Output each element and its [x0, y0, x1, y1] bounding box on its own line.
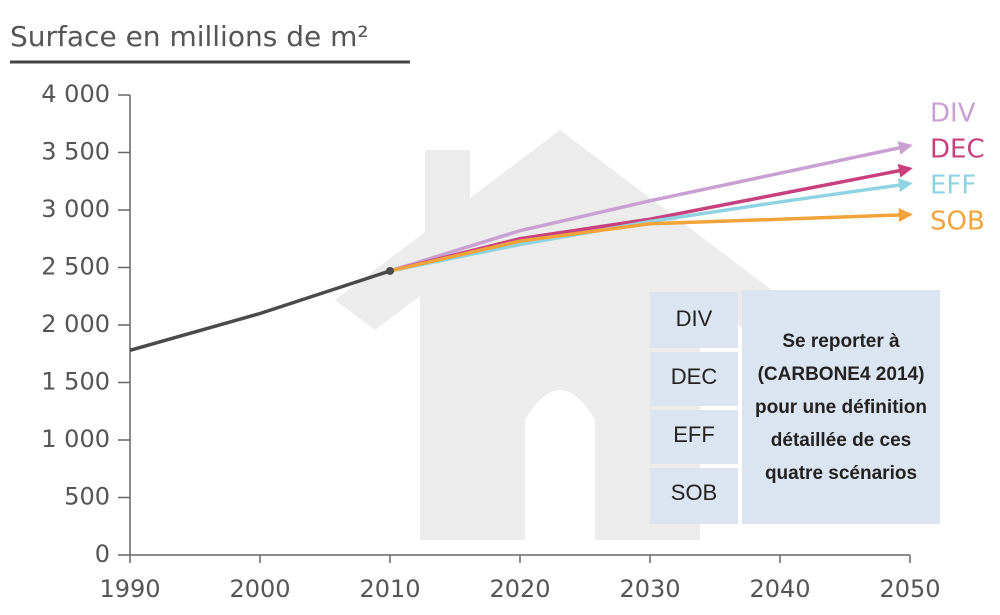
cell [650, 352, 738, 406]
note-cell [742, 290, 940, 524]
note-line: pour une définition [755, 397, 927, 418]
y-tick-label: 2 500 [41, 253, 110, 281]
series-line [389, 141, 913, 273]
series-label: EFF [930, 171, 976, 201]
series-line [389, 178, 913, 273]
box-label: EFF [673, 422, 715, 447]
x-tick-label: 2000 [229, 575, 290, 603]
x-tick-label: 2010 [359, 575, 420, 603]
scenario-box [650, 290, 940, 524]
end-dot [386, 266, 394, 275]
x-tick-label: 2050 [879, 575, 940, 603]
note-line: détaillée de ces [771, 430, 911, 451]
series-line [389, 208, 913, 273]
y-tick-label: 3 000 [41, 195, 110, 223]
note-line: (CARBONE4 2014) [758, 364, 925, 385]
x-tick-label: 2020 [489, 575, 550, 603]
x-tick-label: 1990 [99, 575, 160, 603]
series-label: DEC [930, 135, 985, 165]
y-tick-label: 2 000 [41, 310, 110, 338]
note-line: Se reporter à [782, 331, 900, 352]
y-tick-label: 4 000 [41, 80, 110, 108]
x-tick-label: 2040 [749, 575, 810, 603]
x-tick-label: 2030 [619, 575, 680, 603]
y-tick-label: 0 [95, 540, 110, 568]
y-tick-label: 1 000 [41, 425, 110, 453]
box-label: DEC [671, 364, 718, 389]
cell [650, 468, 738, 524]
chart-title: Surface en millions de m² [10, 20, 369, 53]
note-line: quatre scénarios [765, 463, 917, 484]
series-label: DIV [930, 99, 976, 129]
cell [650, 292, 738, 348]
y-tick-label: 500 [64, 483, 110, 511]
series-label: SOB [930, 207, 985, 237]
series-line [129, 269, 391, 352]
y-tick-label: 1 500 [41, 368, 110, 396]
y-tick-label: 3 500 [41, 138, 110, 166]
box-label: SOB [671, 480, 717, 505]
cell [650, 410, 738, 464]
box-label: DIV [676, 306, 713, 331]
